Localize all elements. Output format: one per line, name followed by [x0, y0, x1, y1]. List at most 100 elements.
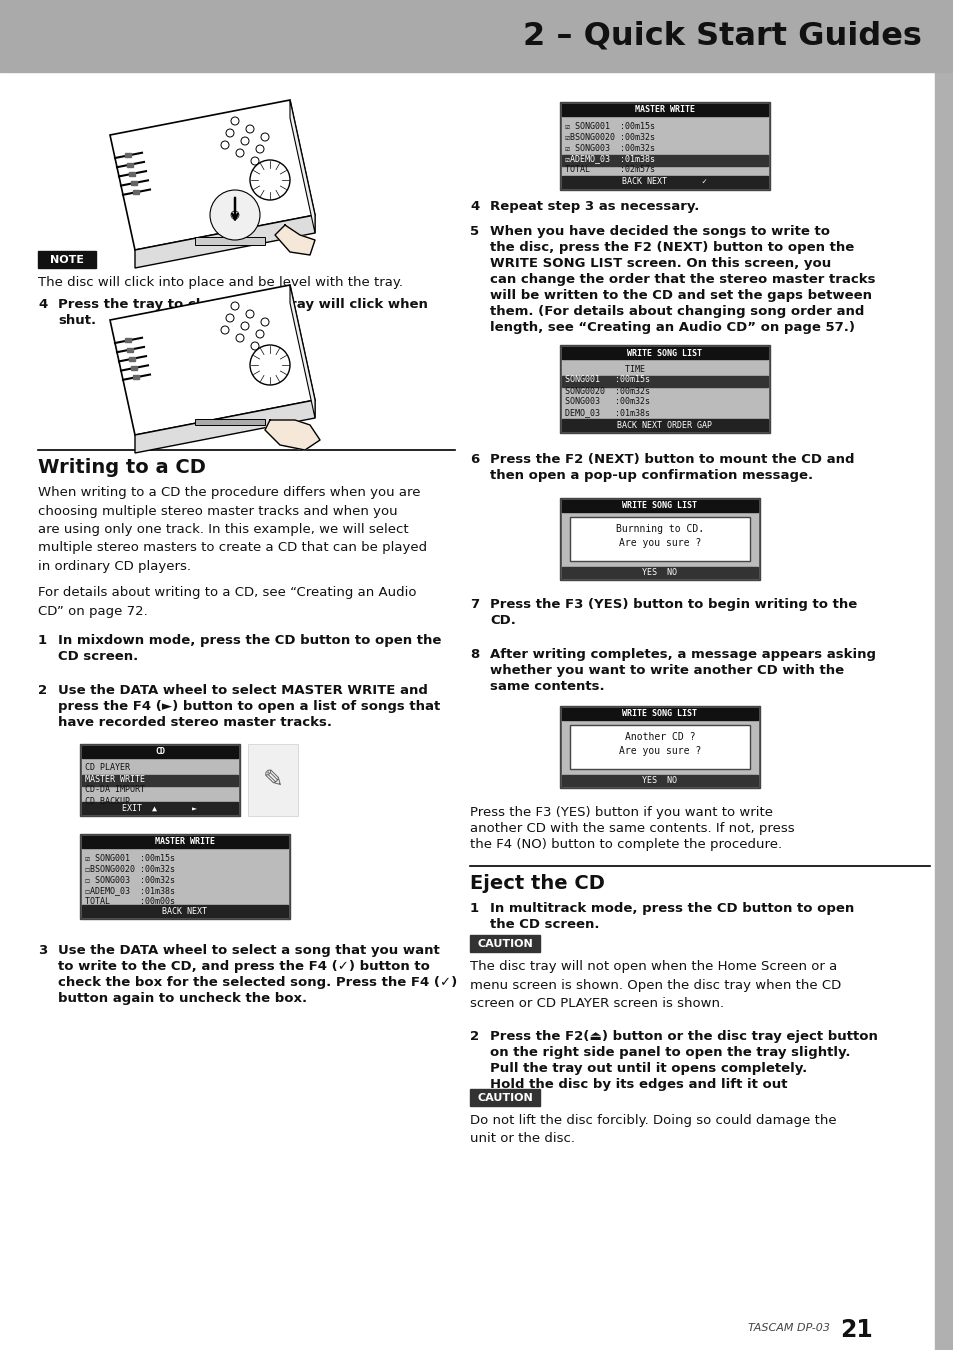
Bar: [82, 836, 288, 848]
Text: ☑ADEMO_03  :01m38s: ☑ADEMO_03 :01m38s: [564, 154, 655, 163]
Text: BACK NEXT ORDER GAP: BACK NEXT ORDER GAP: [617, 420, 712, 429]
Bar: [132, 181, 137, 185]
Text: 1: 1: [38, 634, 47, 647]
Polygon shape: [110, 100, 314, 250]
Text: Use the DATA wheel to select a song that you want: Use the DATA wheel to select a song that…: [58, 944, 439, 957]
Text: WRITE SONG LIST screen. On this screen, you: WRITE SONG LIST screen. On this screen, …: [490, 256, 830, 270]
Text: Hold the disc by its edges and lift it out: Hold the disc by its edges and lift it o…: [490, 1079, 786, 1091]
Circle shape: [231, 211, 239, 219]
Text: ☑ SONG001  :00m15s: ☑ SONG001 :00m15s: [85, 853, 174, 863]
Text: WRITE SONG LIST: WRITE SONG LIST: [627, 348, 701, 358]
Text: YES  NO: YES NO: [641, 568, 677, 576]
Polygon shape: [110, 285, 314, 435]
Text: shut.: shut.: [58, 315, 96, 327]
Circle shape: [221, 140, 229, 148]
Text: Use the DATA wheel to select MASTER WRITE and: Use the DATA wheel to select MASTER WRIT…: [58, 684, 428, 697]
Bar: [561, 775, 758, 786]
Text: After writing completes, a message appears asking: After writing completes, a message appea…: [490, 648, 875, 662]
Bar: [133, 190, 139, 194]
Text: on the right side panel to open the tray slightly.: on the right side panel to open the tray…: [490, 1046, 850, 1058]
Text: TOTAL      :02m57s: TOTAL :02m57s: [564, 166, 655, 174]
Text: will be written to the CD and set the gaps between: will be written to the CD and set the ga…: [490, 289, 871, 302]
Bar: [561, 707, 758, 786]
Bar: [248, 744, 297, 815]
Bar: [82, 904, 288, 917]
Text: to write to the CD, and press the F4 (✓) button to: to write to the CD, and press the F4 (✓)…: [58, 960, 430, 973]
Text: The disc will click into place and be level with the tray.: The disc will click into place and be le…: [38, 275, 402, 289]
Text: same contents.: same contents.: [490, 680, 604, 693]
Circle shape: [261, 134, 269, 140]
Bar: [561, 500, 758, 512]
Circle shape: [235, 333, 244, 342]
Text: Press the F3 (YES) button if you want to write: Press the F3 (YES) button if you want to…: [470, 806, 772, 819]
Text: 2: 2: [38, 684, 47, 697]
Text: CD: CD: [154, 748, 165, 756]
Bar: [38, 251, 96, 269]
Text: check the box for the selected song. Press the F4 (✓): check the box for the selected song. Pre…: [58, 976, 456, 990]
Bar: [128, 347, 133, 351]
Text: Writing to a CD: Writing to a CD: [38, 458, 206, 477]
Text: button again to uncheck the box.: button again to uncheck the box.: [58, 992, 307, 1004]
Circle shape: [210, 190, 260, 240]
Text: SONG001   :00m15s: SONG001 :00m15s: [564, 375, 649, 385]
Text: 7: 7: [470, 598, 478, 612]
Bar: [82, 747, 237, 814]
Text: 8: 8: [470, 648, 478, 662]
Text: Press the F2(⏏) button or the disc tray eject button: Press the F2(⏏) button or the disc tray …: [490, 1030, 877, 1044]
Text: TOTAL      :00m00s: TOTAL :00m00s: [85, 898, 174, 906]
Bar: [561, 104, 767, 116]
Circle shape: [221, 325, 229, 333]
Bar: [569, 725, 749, 769]
Bar: [82, 802, 237, 814]
Bar: [561, 347, 767, 431]
Text: TASCAM DP-03: TASCAM DP-03: [747, 1323, 829, 1332]
Bar: [561, 155, 767, 166]
Text: length, see “Creating an Audio CD” on page 57.): length, see “Creating an Audio CD” on pa…: [490, 321, 854, 333]
Bar: [569, 517, 749, 562]
Text: Do not lift the disc forcibly. Doing so could damage the
unit or the disc.: Do not lift the disc forcibly. Doing so …: [470, 1114, 836, 1146]
Text: TIME: TIME: [564, 364, 644, 374]
Circle shape: [226, 130, 233, 136]
Text: 3: 3: [38, 944, 48, 957]
Bar: [561, 104, 767, 188]
Text: 1: 1: [470, 902, 478, 915]
Text: 6: 6: [470, 454, 478, 466]
Text: 2: 2: [470, 1030, 478, 1044]
Text: the F4 (NO) button to complete the procedure.: the F4 (NO) button to complete the proce…: [470, 838, 781, 850]
Bar: [561, 418, 767, 431]
Text: DEMO_03   :01m38s: DEMO_03 :01m38s: [564, 409, 649, 417]
Bar: [561, 567, 758, 578]
Text: can change the order that the stereo master tracks: can change the order that the stereo mas…: [490, 273, 875, 286]
Bar: [561, 347, 767, 359]
Text: CAUTION: CAUTION: [476, 1094, 533, 1103]
Text: 21: 21: [840, 1318, 872, 1342]
Circle shape: [255, 144, 264, 153]
Text: then open a pop-up confirmation message.: then open a pop-up confirmation message.: [490, 468, 812, 482]
Text: MASTER WRITE: MASTER WRITE: [635, 105, 695, 115]
Circle shape: [250, 161, 290, 200]
Text: 4: 4: [470, 200, 478, 213]
Circle shape: [246, 126, 253, 134]
Text: Are you sure ?: Are you sure ?: [618, 539, 700, 548]
Text: YES  NO: YES NO: [641, 776, 677, 784]
Bar: [559, 498, 760, 580]
Text: ☐ SONG003  :00m32s: ☐ SONG003 :00m32s: [85, 876, 174, 884]
Circle shape: [241, 136, 249, 144]
Text: whether you want to write another CD with the: whether you want to write another CD wit…: [490, 664, 843, 676]
Text: When you have decided the songs to write to: When you have decided the songs to write…: [490, 225, 829, 238]
Polygon shape: [135, 215, 314, 269]
Bar: [934, 0, 953, 1350]
Text: Another CD ?: Another CD ?: [624, 732, 695, 742]
Text: Eject the CD: Eject the CD: [470, 873, 604, 892]
Polygon shape: [290, 100, 314, 234]
Text: Are you sure ?: Are you sure ?: [618, 747, 700, 756]
Text: ☑ SONG003  :00m32s: ☑ SONG003 :00m32s: [564, 143, 655, 153]
Text: ☐BSONG0020 :00m32s: ☐BSONG0020 :00m32s: [85, 864, 174, 873]
Text: MASTER WRITE: MASTER WRITE: [85, 775, 145, 783]
Bar: [133, 375, 139, 379]
Polygon shape: [265, 420, 319, 450]
Text: Press the F2 (NEXT) button to mount the CD and: Press the F2 (NEXT) button to mount the …: [490, 454, 854, 466]
Bar: [559, 346, 769, 433]
Text: CAUTION: CAUTION: [476, 940, 533, 949]
Bar: [194, 238, 265, 244]
